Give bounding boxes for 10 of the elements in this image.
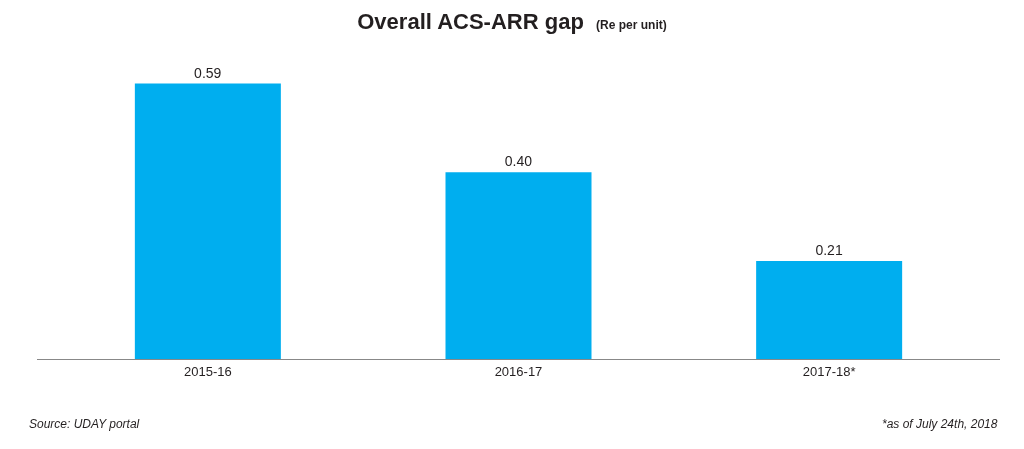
text: *as of July 24th, 2018 — [882, 417, 998, 431]
x-tick-label: 2015-16 — [183, 363, 232, 379]
data-label: 0.40 — [504, 153, 533, 170]
chart-subtitle: (Re per unit) — [596, 17, 667, 32]
source-note: Source: UDAY portal — [29, 417, 140, 431]
data-label: 0.59 — [194, 64, 222, 81]
x-tick-label: 2016-17 — [494, 363, 543, 379]
chart-title: Overall ACS-ARR gap — [357, 8, 584, 34]
data-label: 0.21 — [815, 241, 843, 258]
x-tick-label: 2017-18* — [802, 363, 856, 379]
